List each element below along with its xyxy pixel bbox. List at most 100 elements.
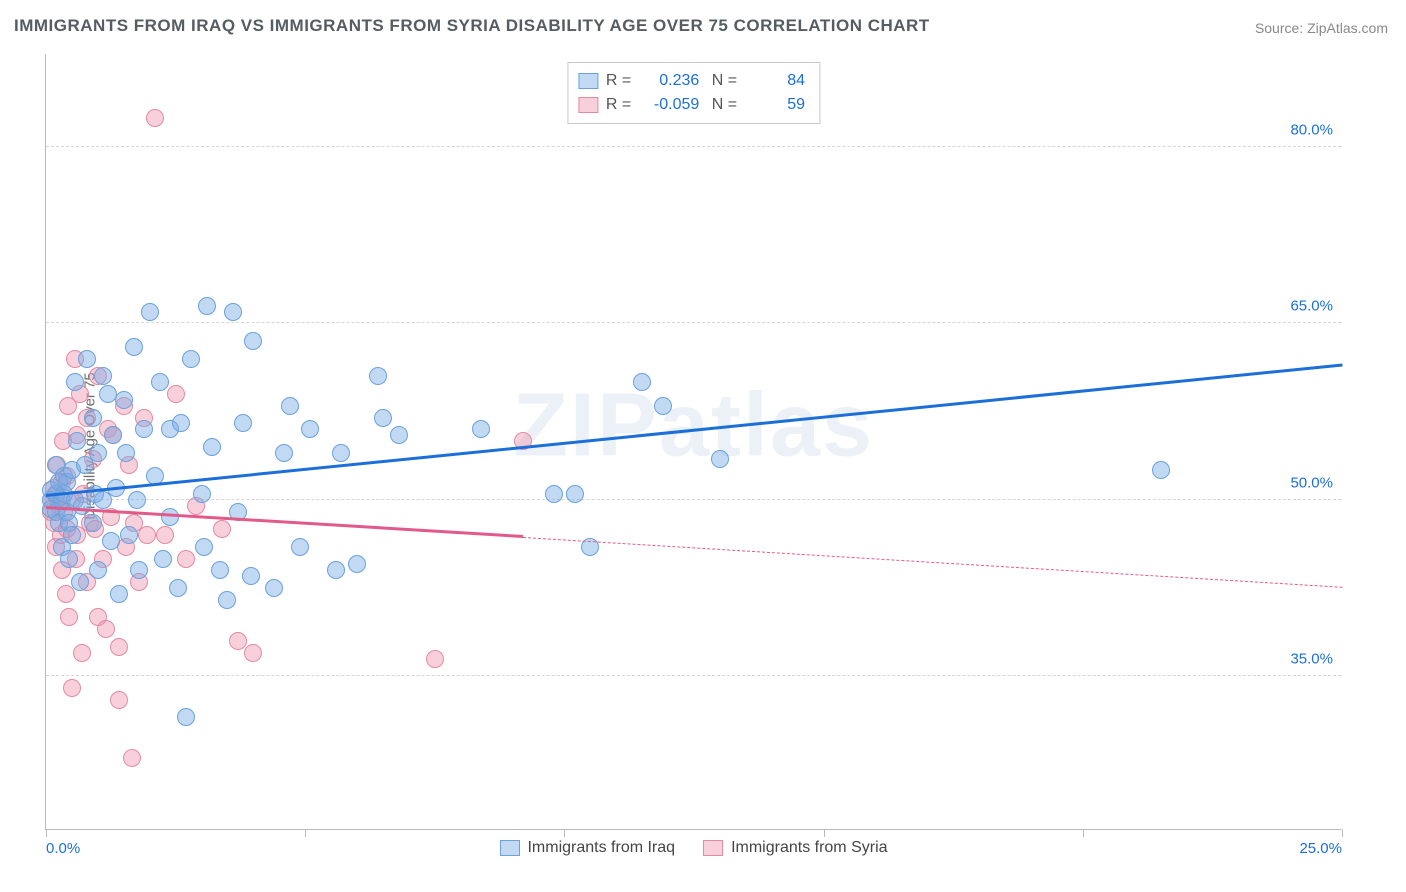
x-tick: [305, 829, 306, 837]
point-iraq: [102, 532, 120, 550]
point-iraq: [177, 708, 195, 726]
point-iraq: [244, 332, 262, 350]
point-syria: [229, 632, 247, 650]
chart-title: IMMIGRANTS FROM IRAQ VS IMMIGRANTS FROM …: [14, 16, 930, 36]
point-iraq: [89, 561, 107, 579]
stats-R-eq: R =: [606, 69, 631, 93]
point-iraq: [104, 426, 122, 444]
point-syria: [138, 526, 156, 544]
point-iraq: [68, 432, 86, 450]
point-iraq: [242, 567, 260, 585]
gridline: [46, 499, 1341, 500]
gridline: [46, 146, 1341, 147]
legend-label-iraq: Immigrants from Iraq: [527, 839, 675, 857]
point-iraq: [172, 414, 190, 432]
point-iraq: [390, 426, 408, 444]
swatch-iraq: [499, 840, 519, 856]
x-tick: [824, 829, 825, 837]
point-syria: [110, 638, 128, 656]
point-iraq: [275, 444, 293, 462]
x-tick-label: 25.0%: [1299, 840, 1342, 857]
point-syria: [146, 109, 164, 127]
point-iraq: [472, 420, 490, 438]
swatch-iraq: [578, 73, 598, 89]
trendline-syria-extended: [523, 537, 1342, 588]
stats-N-eq: N =: [707, 69, 737, 93]
point-iraq: [110, 585, 128, 603]
stats-syria-N: 59: [745, 93, 805, 117]
point-syria: [244, 644, 262, 662]
point-iraq: [193, 485, 211, 503]
point-iraq: [265, 579, 283, 597]
point-iraq: [66, 373, 84, 391]
point-iraq: [115, 391, 133, 409]
point-iraq: [291, 538, 309, 556]
x-tick: [1342, 829, 1343, 837]
point-iraq: [198, 297, 216, 315]
x-tick: [564, 829, 565, 837]
point-iraq: [117, 444, 135, 462]
stats-iraq-R: 0.236: [639, 69, 699, 93]
y-tick-label: 80.0%: [1290, 122, 1333, 139]
point-iraq: [89, 444, 107, 462]
swatch-syria: [578, 97, 598, 113]
x-tick: [1083, 829, 1084, 837]
gridline: [46, 675, 1341, 676]
point-iraq: [711, 450, 729, 468]
point-iraq: [141, 303, 159, 321]
point-syria: [110, 691, 128, 709]
point-iraq: [374, 409, 392, 427]
point-syria: [213, 520, 231, 538]
point-syria: [156, 526, 174, 544]
point-iraq: [60, 550, 78, 568]
x-tick: [46, 829, 47, 837]
point-iraq: [78, 350, 96, 368]
point-syria: [167, 385, 185, 403]
point-iraq: [633, 373, 651, 391]
point-iraq: [224, 303, 242, 321]
point-iraq: [195, 538, 213, 556]
legend-item-iraq: Immigrants from Iraq: [499, 839, 675, 857]
stats-iraq-N: 84: [745, 69, 805, 93]
point-iraq: [154, 550, 172, 568]
point-iraq: [211, 561, 229, 579]
point-iraq: [125, 338, 143, 356]
point-iraq: [128, 491, 146, 509]
legend-label-syria: Immigrants from Syria: [731, 839, 887, 857]
stats-R-eq: R =: [606, 93, 631, 117]
stats-N-eq: N =: [707, 93, 737, 117]
point-iraq: [654, 397, 672, 415]
point-syria: [123, 749, 141, 767]
source-label: Source: ZipAtlas.com: [1255, 20, 1388, 36]
point-syria: [63, 679, 81, 697]
point-iraq: [369, 367, 387, 385]
y-tick-label: 65.0%: [1290, 298, 1333, 315]
watermark: ZIPatlas: [513, 375, 874, 478]
point-iraq: [218, 591, 236, 609]
y-tick-label: 35.0%: [1290, 651, 1333, 668]
point-iraq: [203, 438, 221, 456]
point-iraq: [135, 420, 153, 438]
point-iraq: [332, 444, 350, 462]
point-syria: [60, 608, 78, 626]
point-iraq: [161, 508, 179, 526]
gridline: [46, 322, 1341, 323]
point-iraq: [151, 373, 169, 391]
point-iraq: [1152, 461, 1170, 479]
point-iraq: [130, 561, 148, 579]
point-iraq: [84, 409, 102, 427]
bottom-legend: Immigrants from Iraq Immigrants from Syr…: [499, 839, 887, 857]
y-tick-label: 50.0%: [1290, 474, 1333, 491]
point-syria: [177, 550, 195, 568]
point-iraq: [348, 555, 366, 573]
point-iraq: [545, 485, 563, 503]
point-iraq: [169, 579, 187, 597]
stats-row-syria: R = -0.059 N = 59: [578, 93, 805, 117]
point-syria: [426, 650, 444, 668]
legend-item-syria: Immigrants from Syria: [703, 839, 887, 857]
point-iraq: [63, 526, 81, 544]
point-syria: [73, 644, 91, 662]
point-iraq: [94, 367, 112, 385]
point-iraq: [84, 514, 102, 532]
x-tick-label: 0.0%: [46, 840, 80, 857]
